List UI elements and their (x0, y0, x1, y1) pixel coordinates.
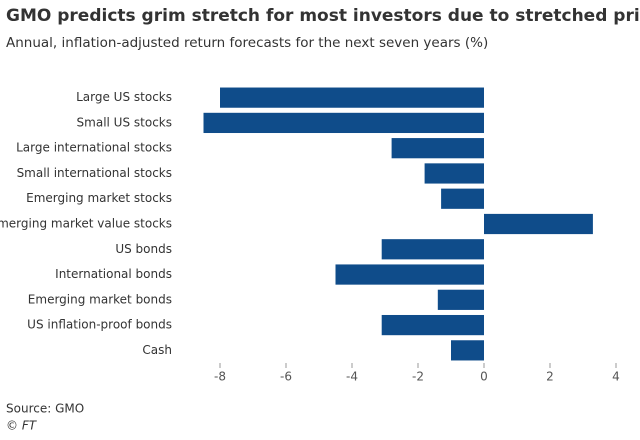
chart-title: GMO predicts grim stretch for most inves… (6, 6, 640, 26)
category-label: Large international stocks (16, 141, 172, 155)
bar (424, 163, 484, 184)
x-tick-label: -4 (346, 370, 358, 384)
credit: © FT (6, 419, 38, 433)
x-tick-label: 0 (480, 370, 488, 384)
x-tick-label: -8 (214, 370, 226, 384)
category-label: Small international stocks (17, 166, 172, 180)
x-tick-label: -6 (280, 370, 292, 384)
category-label: Small US stocks (77, 115, 172, 129)
category-label: US inflation-proof bonds (27, 318, 172, 332)
category-label: Emerging market stocks (26, 191, 172, 205)
x-tick-label: 2 (546, 370, 554, 384)
chart-subtitle: Annual, inflation-adjusted return foreca… (6, 35, 488, 51)
category-label: US bonds (115, 242, 172, 256)
bar (203, 112, 484, 134)
bar (381, 314, 484, 336)
category-label: Cash (142, 343, 172, 357)
bar (381, 239, 484, 260)
bar (451, 340, 484, 361)
category-label: Large US stocks (76, 90, 172, 104)
source: Source: GMO (6, 402, 84, 416)
x-tick-label: -2 (412, 370, 424, 384)
x-tick-label: 4 (612, 370, 620, 384)
bar (484, 213, 593, 235)
bar (441, 188, 484, 209)
bar (220, 87, 484, 108)
bar (335, 264, 484, 285)
category-label: International bonds (55, 267, 172, 281)
category-label: Emerging market bonds (28, 292, 172, 306)
bar (391, 138, 484, 159)
category-label: Emerging market value stocks (0, 217, 172, 231)
bar (437, 289, 484, 310)
